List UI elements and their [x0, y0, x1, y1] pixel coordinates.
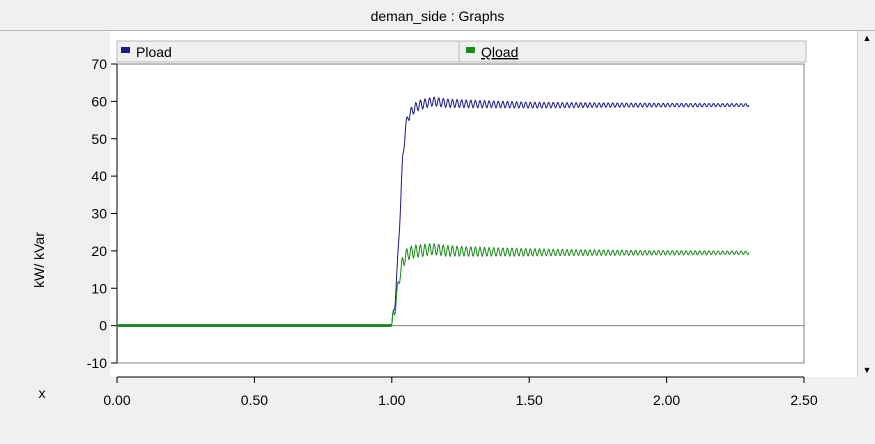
legend-label[interactable]: Qload: [481, 44, 518, 60]
y-axis-label: kW/ kVar: [31, 232, 47, 288]
axis-panel: [0, 31, 110, 377]
y-tick-label: 10: [91, 280, 107, 296]
vertical-scrollbar[interactable]: ▲ ▼: [857, 31, 875, 377]
y-tick-label: 40: [91, 168, 107, 184]
legend-swatch: [466, 47, 475, 53]
y-tick-label: 30: [91, 206, 107, 222]
x-axis: 0.00 0.50 1.00 1.50 2.00 2.50: [103, 376, 818, 408]
scroll-down-icon[interactable]: ▼: [862, 365, 872, 375]
window-titlebar: deman_side : Graphs: [0, 0, 875, 31]
plot-area: [116, 63, 805, 364]
x-tick-label: 0.50: [241, 392, 268, 408]
y-tick-label: 70: [91, 56, 107, 72]
y-tick-label: -10: [87, 355, 107, 371]
scroll-up-icon[interactable]: ▲: [862, 33, 872, 43]
window-title: deman_side : Graphs: [370, 8, 505, 24]
y-axis: 70 60 50 40 30 20 10 0 -10: [87, 56, 118, 371]
x-tick-label: 2.00: [653, 392, 680, 408]
legend-swatch: [121, 47, 130, 53]
legend[interactable]: Pload Qload: [116, 40, 807, 63]
x-tick-label: 1.00: [378, 392, 405, 408]
x-axis-panel: [0, 377, 875, 444]
y-tick-label: 0: [99, 318, 107, 334]
series-line-qload: [116, 243, 750, 328]
y-tick-label: 60: [91, 93, 107, 109]
y-tick-label: 20: [91, 243, 107, 259]
series-group: [116, 96, 750, 328]
legend-bar: [116, 40, 807, 63]
y-tick-label: 50: [91, 131, 107, 147]
x-axis-label: x: [39, 385, 46, 401]
legend-label[interactable]: Pload: [136, 44, 172, 60]
x-tick-label: 1.50: [516, 392, 543, 408]
x-tick-label: 0.00: [103, 392, 130, 408]
plot-frame: [116, 63, 805, 364]
x-tick-label: 2.50: [790, 392, 817, 408]
